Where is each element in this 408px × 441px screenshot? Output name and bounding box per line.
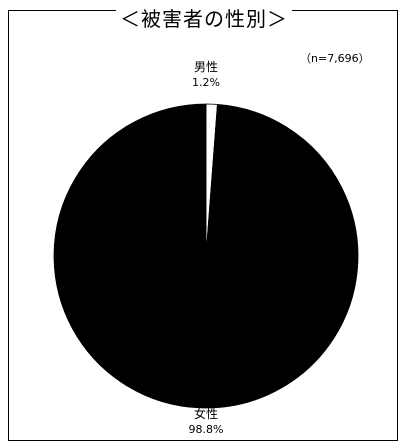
slice-label-female: 女性 98.8%: [176, 406, 236, 438]
slice-label-male: 男性 1.2%: [176, 59, 236, 91]
slice-label-female-value: 98.8%: [188, 423, 224, 436]
pie-slice-female: [53, 103, 359, 409]
slice-label-female-name: 女性: [193, 407, 218, 421]
sample-size-note: （n=7,696）: [300, 52, 370, 65]
chart-title: ＜被害者の性別＞: [0, 6, 408, 32]
slice-label-male-value: 1.2%: [192, 76, 220, 89]
slice-label-male-name: 男性: [193, 60, 218, 74]
